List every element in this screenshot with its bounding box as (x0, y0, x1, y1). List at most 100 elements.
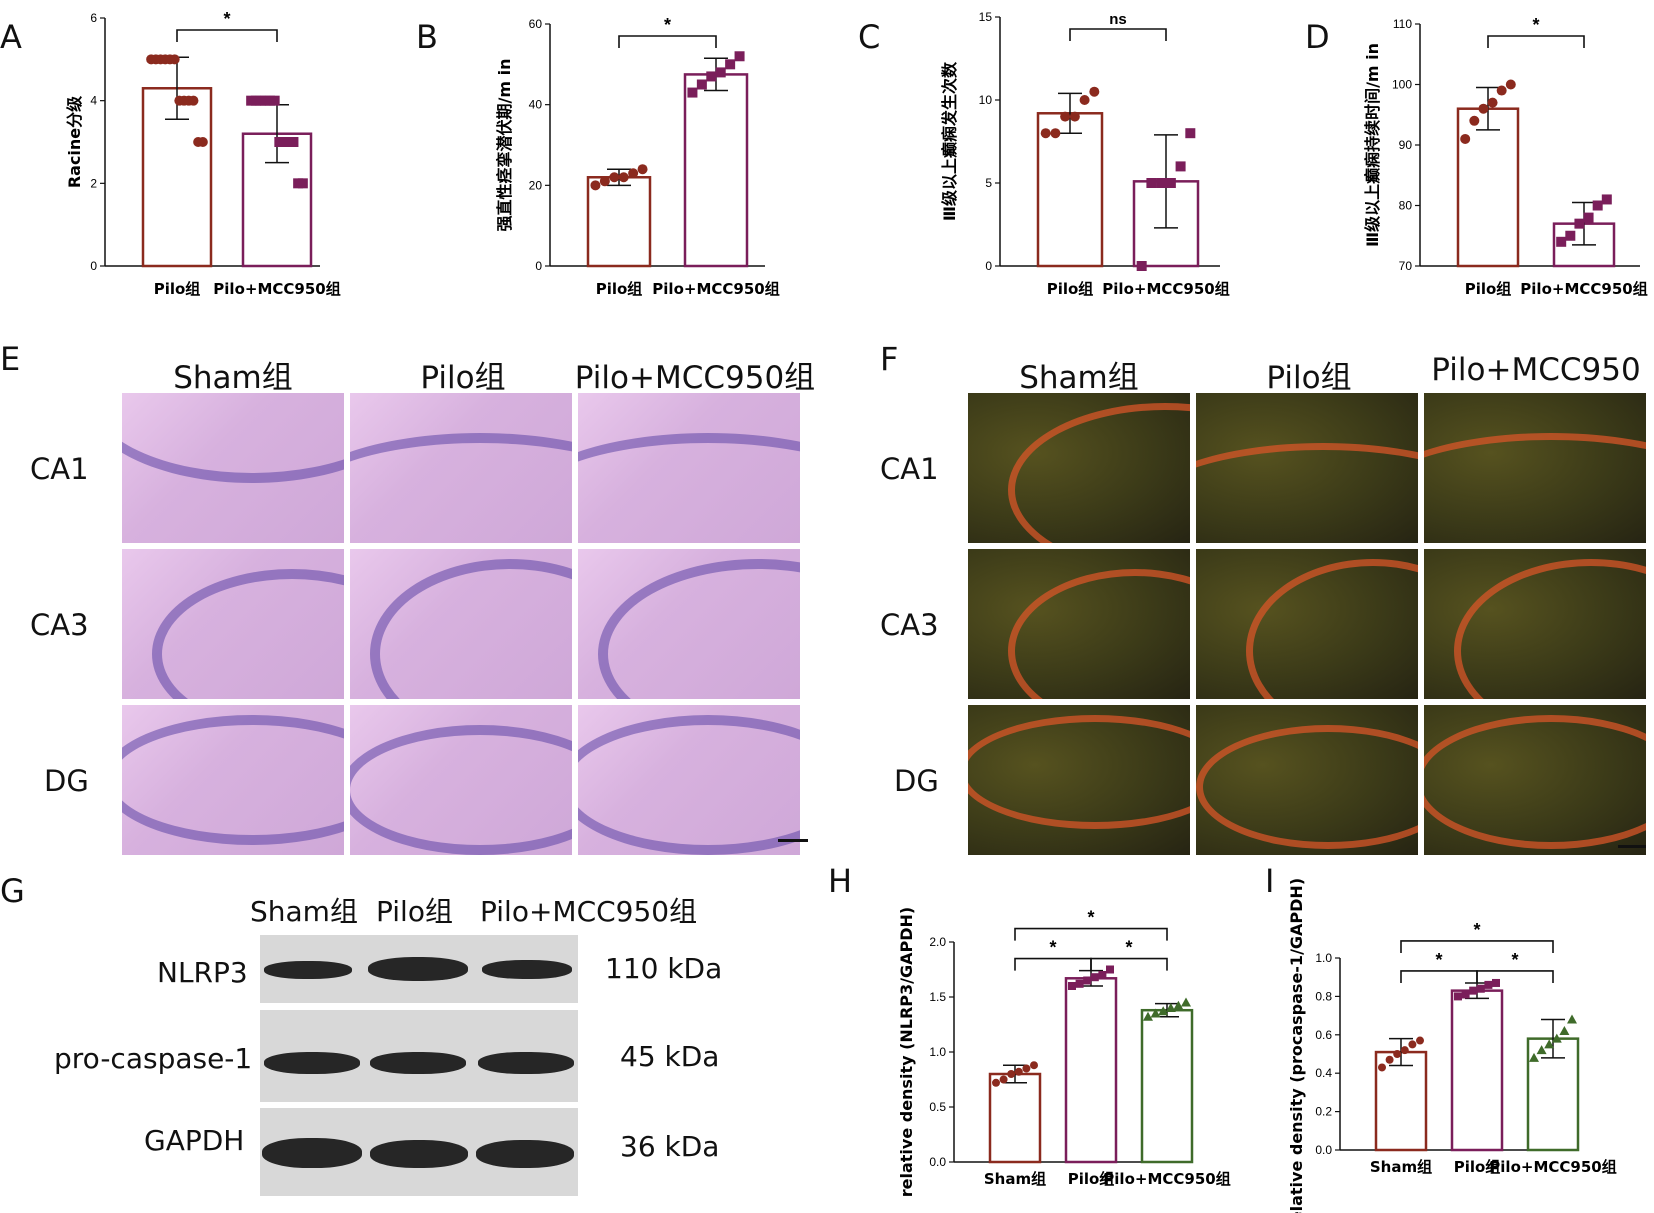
data-point (1460, 133, 1471, 144)
data-point (1601, 194, 1612, 205)
data-point (1165, 1003, 1176, 1012)
x-tick-label: Pilo+MCC950组 (1102, 280, 1229, 298)
he-row-dg: DG (44, 764, 89, 798)
fl-image-sham-ca3 (968, 549, 1190, 699)
y-tick-label: 0.0 (929, 1155, 946, 1169)
x-tick-label: Pilo+MCC950组 (1103, 1170, 1230, 1188)
wb-kda-nlrp3: 110 kDa (605, 952, 723, 985)
data-point (1476, 984, 1485, 993)
data-point (1496, 85, 1507, 96)
panel-label-a: A (0, 18, 22, 56)
data-point (999, 1075, 1008, 1084)
significance-bracket (1014, 927, 1168, 941)
fl-image-pilo-dg (1196, 705, 1418, 855)
data-point (696, 79, 707, 90)
he-image-pilo-ca1 (350, 393, 572, 543)
y-axis-label: Racine分级 (65, 95, 84, 188)
data-point (1567, 1014, 1577, 1024)
y-tick-label: 0.6 (1315, 1028, 1332, 1042)
data-point (1175, 161, 1186, 172)
he-col-mcc: Pilo+MCC950组 (574, 360, 816, 396)
he-image-pilo-ca3 (350, 549, 572, 699)
y-tick-label: 110 (1393, 17, 1412, 31)
y-tick-label: 2.0 (929, 935, 946, 949)
fl-image-sham-ca1 (968, 393, 1190, 543)
data-point (1181, 997, 1191, 1007)
y-axis-label: Ⅲ级以上癫痫发生次数 (940, 61, 959, 221)
x-tick-label: Pilo+MCC950组 (213, 280, 340, 298)
data-point (1040, 128, 1051, 139)
y-tick-label: 6 (90, 11, 97, 25)
data-point (1090, 973, 1099, 982)
significance-label: * (1473, 920, 1480, 940)
wb-band-gapdh-sham (262, 1138, 362, 1168)
significance-bracket (176, 29, 278, 42)
data-point (269, 95, 280, 106)
data-point (150, 54, 161, 65)
wb-band-gapdh-pilo (370, 1140, 468, 1168)
data-point (283, 137, 294, 147)
data-point (174, 95, 185, 106)
fl-col-pilo: Pilo组 (1266, 360, 1352, 396)
bar (1374, 1050, 1428, 1152)
data-point (618, 172, 629, 183)
y-tick-label: 70 (1399, 259, 1413, 273)
y-tick-label: 0 (90, 259, 97, 273)
he-image-sham-ca3 (122, 549, 344, 699)
panel-label-b: B (416, 18, 438, 56)
fl-col-sham: Sham组 (1019, 360, 1139, 396)
data-point (1469, 986, 1478, 995)
data-point (264, 95, 275, 106)
panel-label-g: G (0, 872, 25, 910)
he-image-mcc-dg (578, 705, 800, 855)
he-row-ca3: CA3 (30, 608, 89, 642)
y-tick-label: 0 (985, 259, 992, 273)
wb-col-sham: Sham组 (250, 895, 358, 928)
data-point (1559, 1025, 1570, 1035)
bar (1450, 989, 1504, 1152)
y-tick-label: 60 (529, 17, 543, 31)
significance-label: * (1125, 938, 1132, 958)
panel-label-d: D (1305, 18, 1330, 56)
wb-band-nlrp3-pilo (368, 957, 468, 981)
bar (1456, 107, 1520, 268)
wb-blot-gapdh (260, 1108, 578, 1196)
data-point (706, 71, 717, 82)
data-point (725, 59, 736, 70)
data-point (160, 54, 171, 65)
significance-bracket (618, 35, 717, 48)
y-tick-label: 0.0 (1315, 1143, 1332, 1157)
fl-row-ca1: CA1 (880, 452, 939, 486)
data-point (274, 137, 285, 147)
significance-label: * (1049, 938, 1056, 958)
x-tick-label: Pilo组 (1047, 280, 1094, 298)
data-point (1492, 978, 1500, 987)
x-tick-label: Pilo组 (1454, 1158, 1501, 1176)
data-point (179, 95, 190, 106)
data-point (628, 168, 639, 179)
x-tick-label: Pilo组 (596, 280, 643, 298)
data-point (637, 164, 648, 175)
wb-band-procaspase1-pilo (370, 1052, 466, 1074)
data-point (1173, 1000, 1184, 1010)
data-point (1156, 178, 1167, 188)
data-point (1408, 1040, 1417, 1049)
y-tick-label: 1.0 (1315, 951, 1332, 965)
he-row-ca1: CA1 (30, 452, 89, 486)
he-image-sham-ca1 (122, 393, 344, 543)
x-tick-label: Sham组 (1370, 1158, 1432, 1176)
wb-band-procaspase1-sham (264, 1052, 360, 1074)
significance-label: * (1087, 908, 1094, 928)
y-tick-label: 0 (535, 259, 542, 273)
data-point (1089, 86, 1100, 97)
fl-image-mcc-ca3 (1424, 549, 1646, 699)
y-tick-label: 80 (1399, 199, 1413, 213)
data-point (1150, 1008, 1161, 1018)
y-tick-label: 5 (985, 176, 992, 190)
y-tick-label: 0.5 (929, 1100, 946, 1114)
wb-kda-procaspase1: 45 kDa (620, 1040, 720, 1073)
data-point (590, 180, 601, 191)
data-point (183, 95, 194, 106)
data-point (1454, 992, 1462, 1001)
data-point (297, 178, 308, 189)
